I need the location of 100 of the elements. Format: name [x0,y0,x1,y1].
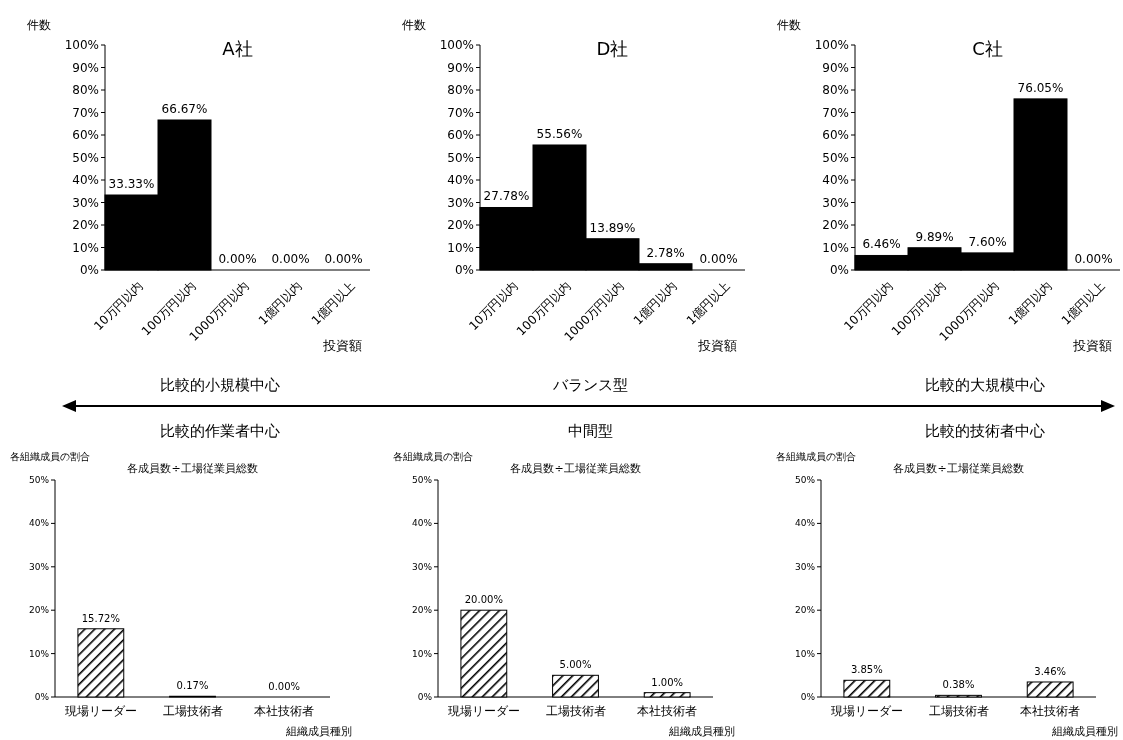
y-axis-title: 各組織成員の割合 [776,451,856,462]
y-tick-label: 30% [411,561,433,572]
y-tick-label: 0% [800,692,816,702]
y-tick-label: 0% [829,263,849,277]
chart-title: A社 [222,38,253,59]
y-tick-label: 80% [822,83,849,97]
y-tick-label: 0% [417,692,433,702]
y-tick-label: 40% [447,173,474,187]
x-axis-title: 投資額 [1072,338,1112,353]
y-tick-label: 80% [72,83,99,97]
y-tick-label: 50% [411,475,433,485]
data-label: 15.72% [81,612,120,624]
y-tick-label: 10% [28,648,50,659]
y-tick-label: 0% [79,263,99,277]
x-tick-label: 本社技術者 [254,704,315,718]
data-label: 0.17% [176,680,209,692]
y-tick-label: 40% [822,173,849,187]
y-tick-label: 40% [794,518,816,529]
x-tick-label: 工場技術者 [162,704,223,718]
x-tick-label: 1億円以内 [630,278,680,328]
data-label: 13.89% [589,220,636,235]
y-tick-label: 20% [794,605,816,616]
chart-title: 各成員数÷工場従業員総数 [127,462,258,475]
y-tick-label: 70% [72,105,99,120]
y-tick-label: 30% [794,561,816,572]
data-label: 0.00% [218,252,257,266]
data-label: 0.00% [268,681,301,692]
data-label: 33.33% [108,177,155,192]
y-tick-label: 10% [822,240,849,255]
x-tick-label: 現場リーダー [447,704,520,718]
y-tick-label: 30% [72,195,99,210]
chart-title: 各成員数÷工場従業員総数 [893,462,1024,475]
data-label: 0.00% [271,252,310,266]
data-label: 2.78% [646,245,685,260]
data-label: 7.60% [968,234,1007,249]
y-tick-label: 30% [447,195,474,210]
x-axis-title: 投資額 [322,338,362,353]
x-tick-label: 本社技術者 [1020,704,1081,718]
data-label: 5.00% [559,659,592,671]
y-tick-label: 20% [411,605,433,616]
y-axis-title: 各組織成員の割合 [10,451,90,462]
x-axis-title: 組織成員種別 [285,725,352,738]
data-label: 3.85% [850,664,883,676]
y-tick-label: 100% [64,38,99,52]
y-tick-label: 20% [28,605,50,616]
y-tick-label: 10% [72,240,99,255]
data-label: 0.00% [324,252,363,266]
y-tick-label: 90% [822,60,849,75]
x-tick-label: 工場技術者 [545,704,606,718]
data-label: 6.46% [862,237,901,252]
y-axis-title: 件数 [777,18,801,32]
y-tick-label: 10% [794,648,816,659]
y-tick-label: 50% [822,150,849,165]
x-axis-title: 組織成員種別 [1051,725,1118,738]
y-tick-label: 50% [72,150,99,165]
y-tick-label: 70% [822,105,849,120]
y-tick-label: 90% [72,60,99,75]
y-tick-label: 20% [822,218,849,232]
x-tick-label: 工場技術者 [928,704,989,718]
data-label: 0.00% [699,252,738,266]
y-tick-label: 20% [72,218,99,232]
y-axis-title: 各組織成員の割合 [393,451,473,462]
text: 比較的技術者中心 [925,422,1045,440]
y-tick-label: 40% [411,518,433,529]
y-tick-label: 90% [447,60,474,75]
y-tick-label: 50% [447,150,474,165]
y-tick-label: 50% [794,475,816,485]
y-tick-label: 100% [439,38,474,52]
chart-title: D社 [596,38,629,59]
x-tick-label: 現場リーダー [64,704,137,718]
data-label: 1.00% [651,676,684,688]
chart-title: C社 [972,38,1003,59]
data-label: 9.89% [915,229,954,244]
x-tick-label: 現場リーダー [830,704,903,718]
y-tick-label: 30% [822,195,849,210]
y-tick-label: 20% [447,218,474,232]
data-label: 3.46% [1034,665,1067,677]
data-label: 0.38% [942,679,975,691]
y-tick-label: 60% [72,128,99,142]
x-tick-label: 1億円以上 [308,278,358,328]
y-tick-label: 100% [814,38,849,52]
data-label: 20.00% [464,594,503,606]
y-tick-label: 80% [447,83,474,97]
y-tick-label: 10% [447,240,474,255]
text: 比較的作業者中心 [160,422,280,440]
chart-title: 各成員数÷工場従業員総数 [510,462,641,475]
y-tick-label: 60% [447,128,474,142]
y-tick-label: 40% [72,173,99,187]
y-axis-title: 件数 [27,18,51,32]
data-label: 66.67% [161,101,208,116]
data-label: 0.00% [1074,252,1113,266]
x-tick-label: 1億円以上 [1058,278,1108,328]
y-tick-label: 70% [447,105,474,120]
x-axis-title: 投資額 [697,338,737,353]
x-tick-label: 1億円以内 [255,278,305,328]
text: バランス型 [551,376,628,394]
text: 中間型 [567,422,613,440]
data-label: 76.05% [1017,80,1064,95]
y-tick-label: 40% [28,518,50,529]
y-tick-label: 50% [28,475,50,485]
